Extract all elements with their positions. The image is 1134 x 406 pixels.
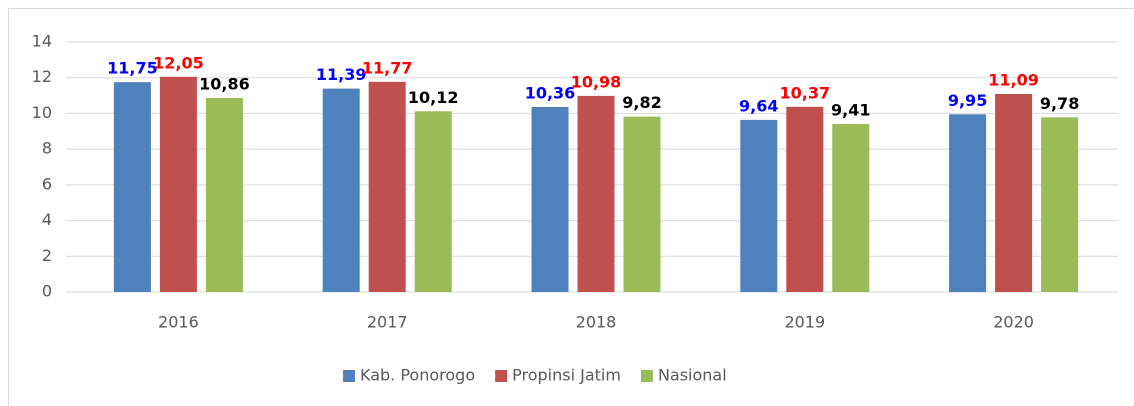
data-label: 9,78: [1040, 94, 1079, 113]
data-label: 9,64: [739, 96, 778, 115]
x-tick-label: 2018: [576, 313, 617, 332]
data-label: 11,75: [107, 59, 158, 78]
y-tick-label: 12: [32, 67, 52, 86]
legend-label: Kab. Ponorogo: [360, 366, 475, 385]
bar: [531, 107, 569, 292]
bar: [322, 88, 360, 292]
data-label: 11,77: [362, 58, 413, 77]
bar: [832, 123, 870, 292]
x-tick-label: 2019: [784, 313, 825, 332]
bar: [740, 119, 778, 292]
bar: [995, 93, 1033, 292]
data-label: 11,09: [988, 70, 1039, 89]
x-tick-label: 2020: [993, 313, 1034, 332]
y-tick-label: 4: [42, 210, 52, 229]
data-label: 9,41: [831, 100, 870, 119]
y-tick-label: 6: [42, 174, 52, 193]
y-tick-label: 2: [42, 246, 52, 265]
data-label: 10,98: [571, 72, 622, 91]
y-tick-label: 0: [42, 282, 52, 301]
data-label: 9,95: [948, 91, 987, 110]
bar: [949, 114, 987, 292]
bar: [623, 116, 661, 293]
bar: [1041, 117, 1079, 292]
y-tick-label: 8: [42, 139, 52, 158]
bar: [786, 106, 824, 292]
bar: [414, 111, 452, 293]
legend-swatch: [343, 370, 355, 382]
data-label: 9,82: [622, 93, 661, 112]
bar: [159, 76, 197, 292]
legend-label: Nasional: [658, 366, 727, 385]
x-tick-label: 2016: [158, 313, 199, 332]
legend-swatch: [495, 370, 508, 382]
bar: [205, 98, 243, 292]
data-label: 10,37: [779, 83, 830, 102]
data-label: 11,39: [316, 65, 367, 84]
legend-label: Propinsi Jatim: [512, 366, 621, 385]
x-tick-label: 2017: [367, 313, 408, 332]
data-label: 10,12: [408, 88, 459, 107]
legend-swatch: [640, 370, 653, 382]
y-tick-label: 14: [32, 32, 52, 51]
data-label: 10,36: [525, 84, 576, 103]
bar: [577, 95, 615, 292]
data-label: 10,86: [199, 75, 250, 94]
bar: [368, 81, 406, 292]
y-tick-label: 10: [32, 103, 52, 122]
bar: [113, 82, 151, 292]
data-label: 12,05: [153, 53, 204, 72]
